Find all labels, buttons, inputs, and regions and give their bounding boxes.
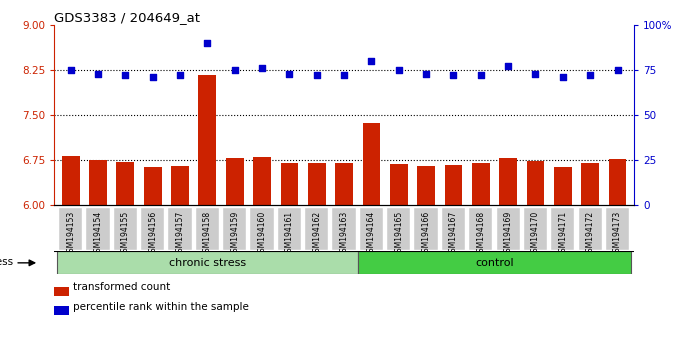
Text: GDS3383 / 204649_at: GDS3383 / 204649_at [54, 11, 200, 24]
FancyBboxPatch shape [414, 208, 438, 250]
Point [120, 73, 131, 78]
Text: GSM194170: GSM194170 [531, 211, 540, 257]
Text: GSM194156: GSM194156 [148, 211, 157, 257]
Text: GSM194157: GSM194157 [176, 211, 184, 257]
FancyBboxPatch shape [114, 208, 137, 250]
Point [448, 73, 459, 78]
Bar [54, 306, 69, 315]
FancyBboxPatch shape [86, 208, 110, 250]
Text: GSM194167: GSM194167 [449, 211, 458, 257]
Text: GSM194155: GSM194155 [121, 211, 129, 257]
Bar [335, 163, 353, 205]
Bar [363, 123, 380, 205]
Point [339, 73, 350, 78]
Bar [609, 159, 626, 205]
Text: transformed count: transformed count [73, 282, 170, 292]
Point [530, 71, 541, 76]
Text: GSM194166: GSM194166 [422, 211, 431, 257]
Text: GSM194160: GSM194160 [258, 211, 266, 257]
FancyBboxPatch shape [332, 208, 356, 250]
FancyBboxPatch shape [59, 208, 82, 250]
Bar [253, 157, 271, 205]
Point [284, 71, 295, 76]
Bar [62, 156, 79, 205]
Bar [499, 158, 517, 205]
Text: GSM194164: GSM194164 [367, 211, 376, 257]
Point [366, 58, 377, 64]
Point [175, 73, 186, 78]
Text: GSM194158: GSM194158 [203, 211, 212, 257]
Text: percentile rank within the sample: percentile rank within the sample [73, 302, 248, 312]
FancyBboxPatch shape [606, 208, 629, 250]
Text: GSM194153: GSM194153 [66, 211, 75, 257]
Text: GSM194173: GSM194173 [613, 211, 622, 257]
Bar [445, 165, 462, 205]
FancyBboxPatch shape [223, 208, 246, 250]
Text: GSM194169: GSM194169 [504, 211, 513, 257]
Text: stress: stress [0, 257, 14, 267]
Bar [390, 164, 407, 205]
Point [202, 40, 213, 46]
Bar [417, 166, 435, 205]
FancyBboxPatch shape [278, 208, 301, 250]
Bar [358, 251, 631, 274]
Point [65, 67, 76, 73]
Point [311, 73, 322, 78]
Point [584, 73, 595, 78]
Bar [89, 160, 107, 205]
Point [93, 71, 104, 76]
Bar [472, 163, 490, 205]
FancyBboxPatch shape [524, 208, 547, 250]
Bar [308, 163, 325, 205]
Text: GSM194162: GSM194162 [313, 211, 321, 257]
Text: GSM194168: GSM194168 [477, 211, 485, 257]
FancyBboxPatch shape [469, 208, 492, 250]
Text: GSM194171: GSM194171 [559, 211, 567, 257]
FancyBboxPatch shape [141, 208, 164, 250]
FancyBboxPatch shape [496, 208, 520, 250]
FancyBboxPatch shape [250, 208, 274, 250]
Text: GSM194159: GSM194159 [231, 211, 239, 257]
Text: GSM194163: GSM194163 [340, 211, 348, 257]
Bar [57, 251, 358, 274]
FancyBboxPatch shape [578, 208, 602, 250]
Point [147, 74, 158, 80]
Point [502, 63, 513, 69]
Point [229, 67, 240, 73]
Text: control: control [475, 258, 514, 268]
Bar [554, 167, 572, 205]
Bar [226, 158, 243, 205]
FancyBboxPatch shape [551, 208, 574, 250]
Bar [527, 161, 544, 205]
Text: GSM194165: GSM194165 [395, 211, 403, 257]
Text: GSM194161: GSM194161 [285, 211, 294, 257]
FancyBboxPatch shape [168, 208, 192, 250]
FancyBboxPatch shape [305, 208, 328, 250]
FancyBboxPatch shape [387, 208, 410, 250]
Text: GSM194154: GSM194154 [94, 211, 102, 257]
Text: GSM194172: GSM194172 [586, 211, 595, 257]
Bar [144, 167, 161, 205]
Point [393, 67, 404, 73]
Point [612, 67, 623, 73]
Bar [54, 287, 69, 296]
Point [257, 65, 268, 71]
Bar [281, 163, 298, 205]
FancyBboxPatch shape [442, 208, 465, 250]
Point [420, 71, 431, 76]
Bar [117, 162, 134, 205]
Bar [171, 166, 189, 205]
Text: chronic stress: chronic stress [169, 258, 246, 268]
FancyBboxPatch shape [196, 208, 219, 250]
Point [557, 74, 568, 80]
Bar [581, 163, 599, 205]
Bar [199, 75, 216, 205]
Point [475, 73, 486, 78]
FancyBboxPatch shape [360, 208, 383, 250]
